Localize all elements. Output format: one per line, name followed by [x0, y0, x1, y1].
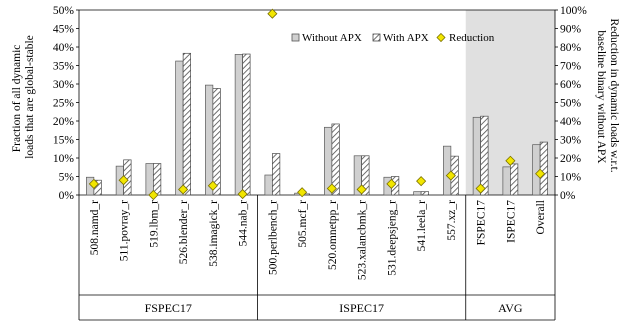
reduction-marker: [267, 8, 278, 19]
legend-label-with-apx: With APX: [383, 32, 429, 44]
category-label: 544.nab_r: [238, 200, 250, 246]
left-tick-label: 20%: [53, 116, 75, 128]
bar-without-apx: [264, 174, 273, 196]
category-label: 508.namd_r: [89, 200, 101, 255]
y-axis-label-left: Fraction of all dynamic loads that are g…: [11, 35, 36, 159]
category-label: 511.povray_r: [119, 200, 131, 261]
category-label: 500.perlbench_r: [267, 200, 279, 275]
reduction-marker: [297, 187, 308, 198]
category-label: 526.blender_r: [178, 200, 190, 264]
bar-with-apx: [331, 123, 340, 196]
category-label: 541.leela_r: [416, 200, 428, 252]
legend-swatch-reduction: [436, 32, 446, 43]
reduction-marker: [535, 168, 546, 179]
reduction-marker: [326, 183, 337, 194]
bar-with-apx: [361, 155, 370, 196]
bar-with-apx: [539, 141, 548, 196]
right-tick-label: 80%: [560, 42, 582, 54]
bar-without-apx: [502, 166, 511, 196]
left-tick-label: 40%: [53, 42, 75, 54]
right-tick-label: 100%: [560, 5, 587, 17]
bar-without-apx: [413, 191, 422, 196]
category-label: FSPEC17: [476, 200, 488, 246]
legend-swatch-without-apx: [291, 33, 300, 42]
category-label: Overall: [535, 200, 547, 234]
bar-without-apx: [145, 163, 154, 196]
left-tick-label: 0%: [59, 190, 75, 202]
bar-with-apx: [182, 52, 191, 196]
right-tick-label: 0%: [560, 190, 576, 202]
category-label: 538.imagick_r: [208, 200, 220, 267]
group-label: FSPEC17: [145, 301, 192, 315]
bar-with-apx: [510, 163, 519, 196]
bar-without-apx: [205, 84, 214, 196]
category-label: 520.omnetpp_r: [327, 200, 339, 270]
left-tick-label: 50%: [53, 5, 75, 17]
reduction-marker: [178, 184, 189, 195]
category-label: 519.lbm_r: [148, 200, 160, 248]
left-tick-label: 5%: [59, 172, 75, 184]
left-tick-label: 35%: [53, 61, 75, 73]
reduction-marker: [416, 176, 427, 187]
bar-with-apx: [272, 153, 281, 196]
bar-without-apx: [472, 116, 481, 196]
left-tick-label: 45%: [53, 24, 75, 36]
reduction-marker: [386, 178, 397, 189]
legend-label-without-apx: Without APX: [302, 32, 362, 44]
reduction-marker: [475, 183, 486, 194]
legend: Without APX With APX Reduction: [291, 32, 495, 44]
reduction-marker: [505, 155, 516, 166]
group-label: ISPEC17: [339, 301, 384, 315]
right-tick-label: 20%: [560, 153, 582, 165]
right-tick-label: 50%: [560, 98, 582, 110]
reduction-marker: [148, 189, 159, 201]
bar-with-apx: [153, 163, 162, 196]
bar-with-apx: [420, 191, 429, 196]
bar-with-apx: [480, 115, 489, 196]
right-tick-label: 40%: [560, 116, 582, 128]
reduction-marker: [118, 175, 129, 186]
left-tick-label: 25%: [53, 98, 75, 110]
reduction-marker: [356, 184, 367, 195]
right-tick-label: 10%: [560, 172, 582, 184]
left-tick-label: 10%: [53, 153, 75, 165]
legend-label-reduction: Reduction: [449, 32, 495, 44]
right-tick-label: 90%: [560, 24, 582, 36]
bar-without-apx: [175, 60, 184, 196]
legend-swatch-with-apx: [372, 33, 381, 42]
bar-with-apx: [212, 88, 221, 196]
left-tick-label: 15%: [53, 135, 75, 147]
category-label: 523.xalancbmk_r: [357, 200, 369, 280]
category-label: 557.xz_r: [446, 200, 458, 241]
category-label: ISPEC17: [505, 200, 517, 243]
bar-with-apx: [242, 53, 251, 196]
reduction-marker: [88, 178, 99, 189]
left-tick-label: 30%: [53, 79, 75, 91]
right-tick-label: 30%: [560, 135, 582, 147]
right-tick-label: 60%: [560, 79, 582, 91]
right-tick-label: 70%: [560, 61, 582, 73]
reduction-marker: [445, 170, 456, 181]
y-axis-label-right: Reduction in dynamic loads w.r.t. baseli…: [595, 18, 620, 175]
category-label: 505.mcf_r: [297, 200, 309, 248]
category-label: 531.deepsjeng_r: [386, 200, 398, 276]
group-label: AVG: [498, 301, 523, 315]
reduction-marker: [207, 180, 218, 191]
bar-without-apx: [443, 145, 452, 196]
bar-without-apx: [234, 54, 243, 196]
reduction-marker: [237, 189, 248, 200]
